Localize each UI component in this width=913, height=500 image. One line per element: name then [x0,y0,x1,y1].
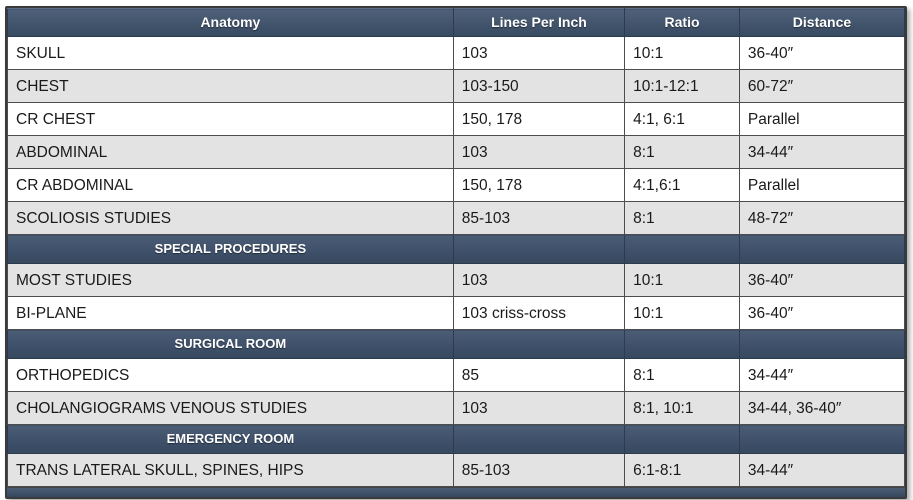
column-header-lines-per-inch: Lines Per Inch [452,8,626,37]
section-empty-cell [738,424,906,454]
table-footer-bar [7,487,905,497]
column-header-ratio: Ratio [624,8,740,37]
cell-ratio: 6:1-8:1 [624,453,740,487]
cell-ratio: 10:1 [624,263,740,297]
cell-anatomy: CR ABDOMINAL [7,168,454,202]
section-empty-cell [624,424,740,454]
table-row: CHOLANGIOGRAMS VENOUS STUDIES 103 8:1, 10:… [7,391,906,425]
cell-distance: 34-44″ [738,135,906,169]
header-row: Anatomy Lines Per Inch Ratio Distance [7,8,906,37]
cell-ratio: 4:1, 6:1 [624,102,740,136]
cell-lines-per-inch: 85-103 [452,453,626,487]
cell-distance: 34-44″ [738,358,906,392]
cell-lines-per-inch: 103 [452,135,626,169]
table-row: TRANS LATERAL SKULL, SPINES, HIPS 85-103 6… [7,453,906,487]
section-label: SPECIAL PROCEDURES [7,234,454,264]
cell-distance: Parallel [738,168,906,202]
column-header-anatomy: Anatomy [7,8,454,37]
cell-anatomy: SKULL [7,36,454,70]
cell-distance: 36-40″ [738,296,906,330]
table-row: CR ABDOMINAL 150, 178 4:1,6:1 Parallel [7,168,906,202]
cell-anatomy: CHEST [7,69,454,103]
cell-anatomy: ABDOMINAL [7,135,454,169]
cell-distance: 60-72″ [738,69,906,103]
cell-anatomy: SCOLIOSIS STUDIES [7,201,454,235]
table-row: ABDOMINAL 103 8:1 34-44″ [7,135,906,169]
section-empty-cell [738,329,906,359]
cell-anatomy: ORTHOPEDICS [7,358,454,392]
section-empty-cell [624,329,740,359]
cell-lines-per-inch: 150, 178 [452,102,626,136]
cell-distance: 34-44, 36-40″ [738,391,906,425]
cell-anatomy: MOST STUDIES [7,263,454,297]
cell-lines-per-inch: 85 [452,358,626,392]
grid-specification-table: Anatomy Lines Per Inch Ratio Distance SK… [7,8,906,487]
cell-lines-per-inch: 85-103 [452,201,626,235]
cell-lines-per-inch: 103-150 [452,69,626,103]
cell-ratio: 8:1, 10:1 [624,391,740,425]
cell-ratio: 8:1 [624,358,740,392]
cell-ratio: 8:1 [624,135,740,169]
table-row: SKULL 103 10:1 36-40″ [7,36,906,70]
cell-distance: 36-40″ [738,263,906,297]
grid-specification-table-card: Anatomy Lines Per Inch Ratio Distance SK… [5,6,907,499]
cell-anatomy: CR CHEST [7,102,454,136]
table-row: CHEST 103-150 10:1-12:1 60-72″ [7,69,906,103]
column-header-distance: Distance [738,8,906,37]
section-empty-cell [738,234,906,264]
cell-ratio: 10:1 [624,36,740,70]
cell-lines-per-inch: 103 [452,391,626,425]
cell-distance: 48-72″ [738,201,906,235]
cell-ratio: 10:1 [624,296,740,330]
section-empty-cell [624,234,740,264]
cell-lines-per-inch: 150, 178 [452,168,626,202]
section-label: SURGICAL ROOM [7,329,454,359]
cell-distance: Parallel [738,102,906,136]
cell-anatomy: TRANS LATERAL SKULL, SPINES, HIPS [7,453,454,487]
cell-lines-per-inch: 103 [452,263,626,297]
cell-anatomy: BI-PLANE [7,296,454,330]
cell-distance: 36-40″ [738,36,906,70]
cell-lines-per-inch: 103 criss-cross [452,296,626,330]
section-row: SPECIAL PROCEDURES [7,234,906,264]
table-row: ORTHOPEDICS 85 8:1 34-44″ [7,358,906,392]
section-empty-cell [452,424,626,454]
cell-anatomy: CHOLANGIOGRAMS VENOUS STUDIES [7,391,454,425]
section-empty-cell [452,329,626,359]
table-row: MOST STUDIES 103 10:1 36-40″ [7,263,906,297]
section-label: EMERGENCY ROOM [7,424,454,454]
section-row: EMERGENCY ROOM [7,424,906,454]
cell-lines-per-inch: 103 [452,36,626,70]
cell-ratio: 4:1,6:1 [624,168,740,202]
section-empty-cell [452,234,626,264]
cell-ratio: 10:1-12:1 [624,69,740,103]
table-row: SCOLIOSIS STUDIES 85-103 8:1 48-72″ [7,201,906,235]
table-row: CR CHEST 150, 178 4:1, 6:1 Parallel [7,102,906,136]
cell-ratio: 8:1 [624,201,740,235]
section-row: SURGICAL ROOM [7,329,906,359]
table-row: BI-PLANE 103 criss-cross 10:1 36-40″ [7,296,906,330]
cell-distance: 34-44″ [738,453,906,487]
